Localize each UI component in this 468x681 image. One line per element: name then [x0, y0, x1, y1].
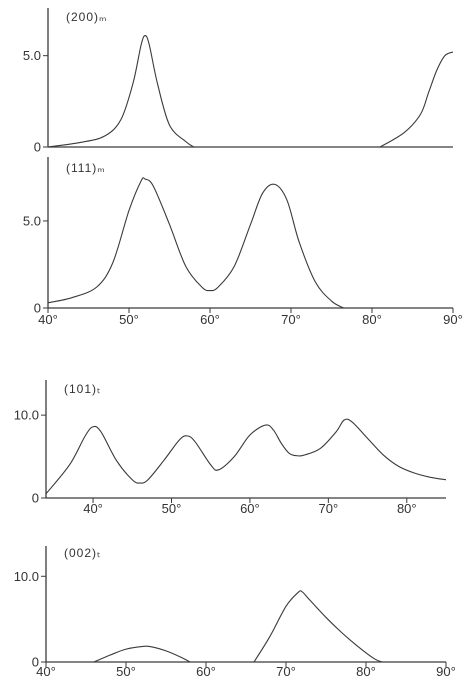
x-tick-label: 50° — [119, 312, 139, 327]
series-line — [47, 177, 344, 309]
panel-title: (111)ₘ — [66, 161, 106, 175]
x-tick-label: 40° — [36, 664, 56, 679]
series-line — [93, 645, 191, 663]
x-tick-label: 40° — [83, 501, 103, 516]
x-tick-label: 50° — [116, 664, 136, 679]
y-tick-label: 0 — [34, 301, 41, 316]
y-tick-label: 10.0 — [14, 408, 39, 423]
panel-title: (101)ₜ — [64, 382, 102, 396]
panel-3: 0 10.0 40° 50° 60° 70° 80° (101)ₜ — [14, 380, 447, 516]
series-line — [45, 418, 447, 495]
x-tick-label: 40° — [38, 312, 58, 327]
x-tick-label: 90° — [443, 312, 463, 327]
panel-title: (002)ₜ — [64, 546, 102, 560]
y-tick-label: 5.0 — [23, 48, 41, 63]
x-tick-label: 70° — [281, 312, 301, 327]
series-line — [379, 51, 454, 148]
panel-1: 0 5.0 (200)ₘ — [23, 8, 454, 155]
x-tick-label: 80° — [397, 501, 417, 516]
panel-2: 0 5.0 40° 50° 60° 70° 80° 90° (111)ₘ — [23, 157, 463, 327]
x-tick-label: 80° — [362, 312, 382, 327]
y-tick-label: 10.0 — [14, 569, 39, 584]
x-tick-label: 60° — [200, 312, 220, 327]
panel-title: (200)ₘ — [66, 10, 108, 24]
x-tick-label: 90° — [436, 664, 456, 679]
x-tick-label: 60° — [240, 501, 260, 516]
x-tick-label: 50° — [162, 501, 182, 516]
x-tick-label: 70° — [276, 664, 296, 679]
y-tick-label: 5.0 — [23, 213, 41, 228]
y-tick-label: 0 — [32, 491, 39, 506]
series-line — [253, 590, 383, 663]
panel-4: 0 10.0 40° 50° 60° 70° 80° 90° (002)ₜ — [14, 546, 456, 679]
x-tick-label: 70° — [319, 501, 339, 516]
y-tick-label: 0 — [34, 140, 41, 155]
series-line — [47, 35, 195, 148]
x-tick-label: 60° — [196, 664, 216, 679]
y-tick-label: 0 — [32, 655, 39, 670]
x-tick-label: 80° — [356, 664, 376, 679]
